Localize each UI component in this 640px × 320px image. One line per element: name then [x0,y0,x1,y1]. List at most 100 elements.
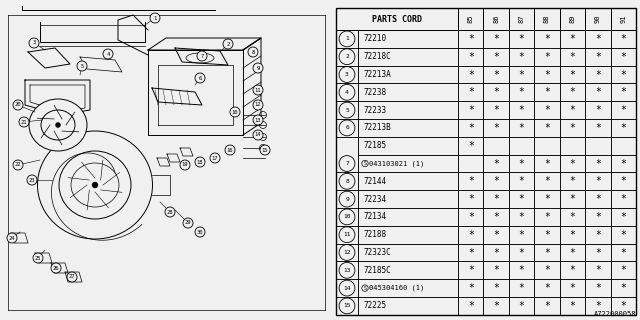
Bar [509,84,534,101]
Text: 2: 2 [345,54,349,59]
Bar [560,137,585,155]
Bar [483,119,509,137]
Text: *: * [620,283,626,293]
Bar [483,190,509,208]
Bar [534,119,560,137]
Text: *: * [468,176,474,186]
Text: 27: 27 [68,275,76,279]
Text: 10: 10 [232,109,238,115]
Circle shape [77,61,87,71]
Text: *: * [595,105,601,115]
Bar [560,30,585,48]
Bar [509,137,534,155]
Bar [358,172,458,190]
Bar [483,172,509,190]
Text: 21: 21 [20,119,28,124]
Bar [509,172,534,190]
Text: *: * [518,230,525,240]
Circle shape [253,100,263,110]
Text: *: * [620,230,626,240]
Bar [534,208,560,226]
Text: *: * [468,123,474,133]
Text: 14: 14 [255,132,261,138]
Text: *: * [620,194,626,204]
Text: 72134: 72134 [363,212,386,221]
Text: *: * [544,123,550,133]
Text: *: * [468,212,474,222]
Text: 13: 13 [255,117,261,123]
Text: *: * [468,230,474,240]
Text: 72213B: 72213B [363,124,391,132]
Text: *: * [570,105,575,115]
Bar [336,8,458,30]
Bar [336,261,358,279]
Bar [358,30,458,48]
Bar [358,155,458,172]
Bar [458,208,483,226]
Bar [560,297,585,315]
Bar [534,261,560,279]
Text: 72225: 72225 [363,301,386,310]
Bar [585,297,611,315]
Text: 11: 11 [255,87,261,92]
Text: *: * [468,34,474,44]
Text: 16: 16 [227,148,233,153]
Bar [585,226,611,244]
Bar [458,137,483,155]
Bar [483,261,509,279]
Bar [611,279,636,297]
Bar [585,172,611,190]
Text: 12: 12 [343,250,351,255]
Bar [458,172,483,190]
Bar [534,137,560,155]
Text: 88: 88 [544,15,550,23]
Text: 72218C: 72218C [363,52,391,61]
Bar [534,244,560,261]
Bar [560,190,585,208]
Text: *: * [570,52,575,62]
Bar [560,84,585,101]
Text: *: * [544,69,550,79]
Text: *: * [570,34,575,44]
Bar [336,84,358,101]
Bar [585,84,611,101]
Text: *: * [518,123,525,133]
Text: *: * [620,301,626,311]
Bar [509,101,534,119]
Text: PARTS CORD: PARTS CORD [372,14,422,23]
Bar [458,30,483,48]
Text: S: S [364,161,367,166]
Bar [534,66,560,84]
Circle shape [230,107,240,117]
Bar [560,244,585,261]
Bar [483,279,509,297]
Text: *: * [595,52,601,62]
Text: *: * [468,105,474,115]
Text: *: * [595,158,601,169]
Text: *: * [570,194,575,204]
Bar [358,279,458,297]
Bar [560,48,585,66]
Bar [509,261,534,279]
Text: *: * [544,247,550,258]
Circle shape [183,218,193,228]
Text: 87: 87 [518,15,525,23]
Text: *: * [544,34,550,44]
Text: 8: 8 [345,179,349,184]
Text: 20: 20 [15,102,21,108]
Circle shape [260,145,270,155]
Text: *: * [468,283,474,293]
Circle shape [165,207,175,217]
Text: *: * [518,283,525,293]
Circle shape [13,100,23,110]
Bar [358,208,458,226]
Circle shape [253,130,263,140]
Text: 17: 17 [212,156,218,161]
Bar [560,119,585,137]
Bar [611,155,636,172]
Text: *: * [544,52,550,62]
Text: *: * [620,105,626,115]
Ellipse shape [71,163,119,207]
Bar [509,279,534,297]
Bar [358,190,458,208]
